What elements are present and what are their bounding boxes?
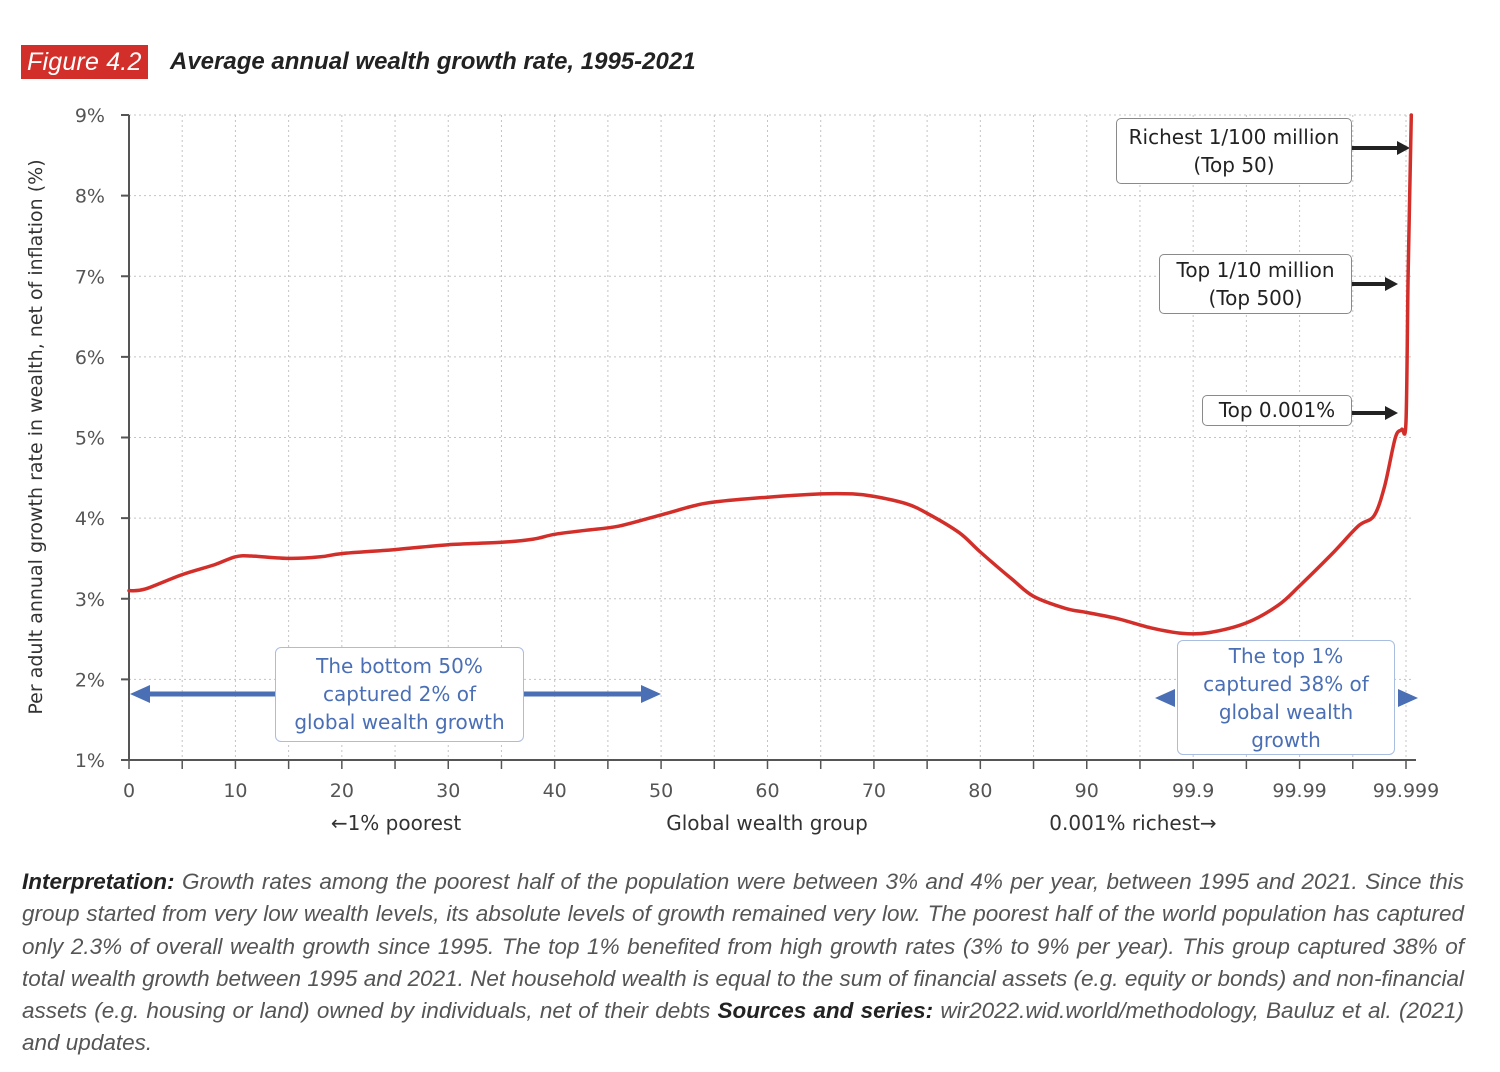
arrow-head-icon bbox=[1385, 406, 1398, 420]
interpretation-body: Growth rates among the poorest half of t… bbox=[22, 869, 1464, 1024]
arrow-right-icon bbox=[641, 685, 661, 703]
interpretation-lead: Interpretation: bbox=[22, 869, 175, 894]
x-tick-label: 50 bbox=[649, 780, 673, 802]
callout-top50: Richest 1/100 million (Top 50) bbox=[1116, 118, 1352, 184]
y-tick-label: 6% bbox=[75, 347, 105, 369]
callout-top0001: Top 0.001% bbox=[1202, 395, 1352, 426]
callout-top500-line2: (Top 500) bbox=[1208, 286, 1303, 310]
figure-title: Average annual wealth growth rate, 1995-… bbox=[170, 48, 696, 75]
line-chart: 1% 2% 3% 4% 5% 6% 7% 8% 9% 0 10 20 30 40 50 60 70 80 90 99… bbox=[25, 105, 1439, 835]
y-tick-label: 5% bbox=[75, 428, 105, 450]
y-tick-labels: 1% 2% 3% 4% 5% 6% 7% 8% 9% bbox=[75, 105, 105, 772]
y-tick-label: 4% bbox=[75, 508, 105, 530]
callout-top500: Top 1/10 million (Top 500) bbox=[1159, 254, 1352, 314]
callout-top50-line2: (Top 50) bbox=[1193, 153, 1275, 177]
y-tick-label: 3% bbox=[75, 589, 105, 611]
x-sublabel-left: ←1% poorest bbox=[331, 811, 462, 835]
arrow-left-icon bbox=[1155, 689, 1175, 707]
callout-top500-line1: Top 1/10 million bbox=[1176, 258, 1335, 282]
series-line-wealth-growth bbox=[127, 113, 1414, 636]
x-tick-label: 20 bbox=[330, 780, 354, 802]
x-tick-label: 90 bbox=[1075, 780, 1099, 802]
x-tick-label: 0 bbox=[123, 780, 135, 802]
callout-bottom50-line1: The bottom 50% bbox=[316, 654, 483, 678]
interpretation-note: Interpretation: Growth rates among the p… bbox=[22, 866, 1464, 1060]
arrow-head-icon bbox=[1397, 141, 1410, 155]
annotation-arrows bbox=[130, 141, 1418, 707]
callout-bottom50-line2: captured 2% of bbox=[323, 682, 476, 706]
x-sublabel-right: 0.001% richest→ bbox=[1049, 811, 1216, 835]
callout-top1: The top 1% captured 38% of global wealth… bbox=[1177, 640, 1395, 755]
y-tick-label: 9% bbox=[75, 105, 105, 127]
x-tick-label: 80 bbox=[968, 780, 992, 802]
callout-bottom50: The bottom 50% captured 2% of global wea… bbox=[275, 647, 524, 742]
x-tick-label: 99.9 bbox=[1172, 780, 1214, 802]
callout-top1-line1: The top 1% bbox=[1228, 644, 1344, 668]
axes bbox=[121, 114, 1416, 769]
x-tick-label: 99.999 bbox=[1373, 780, 1439, 802]
x-tick-label: 99.99 bbox=[1272, 780, 1326, 802]
callout-top0001-line1: Top 0.001% bbox=[1218, 398, 1336, 422]
callout-top1-line3: global wealth bbox=[1218, 700, 1354, 724]
arrow-head-icon bbox=[1385, 277, 1398, 291]
y-tick-label: 7% bbox=[75, 266, 105, 288]
x-tick-label: 70 bbox=[862, 780, 886, 802]
x-tick-label: 40 bbox=[543, 780, 567, 802]
x-tick-label: 60 bbox=[755, 780, 779, 802]
x-tick-label: 10 bbox=[223, 780, 247, 802]
callout-bottom50-line3: global wealth growth bbox=[294, 710, 505, 734]
arrow-right-icon bbox=[1398, 689, 1418, 707]
y-tick-label: 2% bbox=[75, 669, 105, 691]
figure-number-badge: Figure 4.2 bbox=[21, 45, 148, 79]
callout-top50-line1: Richest 1/100 million bbox=[1128, 125, 1340, 149]
callout-top1-line2: captured 38% of bbox=[1203, 672, 1369, 696]
arrow-left-icon bbox=[130, 685, 150, 703]
y-tick-label: 1% bbox=[75, 750, 105, 772]
callout-top1-line4: growth bbox=[1251, 728, 1321, 752]
x-tick-labels: 0 10 20 30 40 50 60 70 80 90 99.9 99.99 99.999 bbox=[123, 780, 1439, 802]
y-axis-label: Per adult annual growth rate in wealth, … bbox=[25, 159, 47, 714]
x-axis-label: Global wealth group bbox=[666, 811, 868, 835]
sources-lead: Sources and series: bbox=[717, 998, 934, 1024]
x-tick-label: 30 bbox=[436, 780, 460, 802]
y-tick-label: 8% bbox=[75, 186, 105, 208]
sources-body: wir2022.wid.world/methodology, Bauluz et… bbox=[22, 998, 1464, 1056]
